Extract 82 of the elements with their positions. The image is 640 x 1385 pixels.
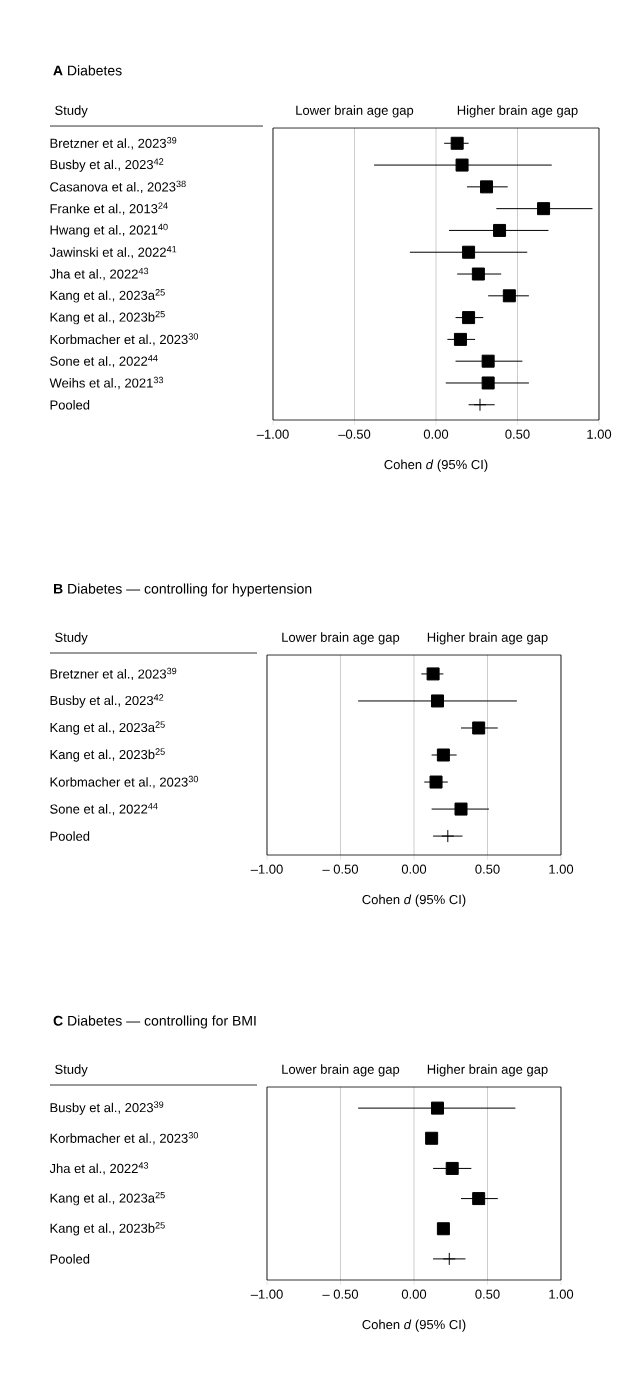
point	[481, 376, 495, 390]
point	[431, 694, 445, 708]
text: Lower brain age gap	[296, 105, 414, 118]
y-tick-label: Kang et al., 2023a$^{25}$	[50, 721, 165, 735]
point	[454, 802, 468, 816]
point	[462, 245, 476, 259]
y-tick-label: Pooled	[50, 1254, 90, 1264]
point	[442, 1252, 456, 1266]
point	[426, 667, 440, 681]
point	[472, 1192, 486, 1206]
x-tick-label: – 0.50	[322, 1289, 359, 1299]
text: Higher brain age gap	[427, 1064, 548, 1077]
point	[493, 223, 507, 237]
text: Higher brain age gap	[457, 105, 578, 118]
point	[453, 332, 467, 346]
y-tick-label: Sone et al., 2022$^{44}$	[50, 355, 158, 368]
x-tick-label: – 0.50	[322, 864, 359, 874]
y-tick-label: Kang et al., 2023b$^{25}$	[50, 748, 165, 762]
point	[537, 202, 551, 216]
text: C Diabetes — controlling for BMI	[53, 1015, 256, 1029]
text: Lower brain age gap	[282, 632, 400, 645]
x-tick-label: 1.00	[549, 864, 574, 874]
y-tick-label: Busby et al., 2023$^{42}$	[50, 158, 164, 172]
y-tick-label: Pooled	[50, 399, 90, 410]
point	[471, 267, 485, 281]
y-tick-label: Kang et al., 2023b$^{25}$	[50, 310, 165, 325]
point	[481, 354, 495, 368]
y-tick-label: Korbmacher et al., 2023$^{30}$	[50, 1132, 199, 1145]
point	[425, 1131, 439, 1145]
point	[450, 136, 464, 150]
point	[441, 829, 455, 843]
x-tick-label: 0.50	[475, 864, 500, 874]
y-tick-label: Jha et al., 2022$^{43}$	[49, 267, 149, 281]
point	[502, 289, 516, 303]
x-tick-label: 0.50	[475, 1289, 500, 1299]
x-axis-title: Cohen d (95% CI)	[384, 459, 488, 472]
y-tick-label: Kang et al., 2023a$^{25}$	[50, 289, 165, 303]
point	[429, 775, 443, 789]
point	[472, 721, 486, 735]
text: A Diabetes	[53, 65, 122, 76]
x-axis-title: Cohen d (95% CI)	[362, 1319, 466, 1332]
y-tick-label: Busby et al., 2023$^{39}$	[50, 1101, 164, 1115]
y-tick-label: Sone et al., 2022$^{44}$	[50, 802, 158, 816]
x-tick-label: –1.00	[250, 864, 283, 874]
y-tick-label: Pooled	[50, 831, 90, 841]
x-axis-title: Cohen d (95% CI)	[362, 894, 466, 907]
y-tick-label: Franke et al., 2013$^{24}$	[50, 202, 168, 215]
y-tick-label: Weihs et al., 2021$^{33}$	[49, 376, 164, 390]
x-tick-label: –0.50	[338, 429, 371, 439]
point	[431, 1101, 445, 1115]
y-tick-label: Korbmacher et al., 2023$^{30}$	[50, 775, 199, 789]
point	[473, 398, 487, 412]
point	[445, 1161, 459, 1175]
chart-title: B Diabetes — controlling for hypertension	[54, 583, 312, 597]
y-tick-label: Kang et al., 2023b$^{25}$	[50, 1222, 165, 1236]
point	[436, 1222, 450, 1236]
y-tick-label: Hwang et al., 2021$^{40}$	[50, 223, 168, 238]
y-tick-label: Jha et al., 2022$^{43}$	[49, 1162, 149, 1175]
x-tick-label: 0.50	[505, 429, 530, 439]
text: Higher brain age gap	[427, 632, 548, 645]
y-axis-title: Study	[55, 632, 88, 645]
y-axis-title: Study	[55, 105, 88, 118]
y-tick-label: Jawinski et al., 2022$^{41}$	[49, 246, 177, 259]
x-tick-label: 0.00	[401, 864, 427, 874]
y-tick-label: Casanova et al., 2023$^{38}$	[50, 180, 186, 194]
point	[462, 311, 476, 325]
y-tick-label: Kang et al., 2023a$^{25}$	[50, 1191, 165, 1206]
y-tick-label: Busby et al., 2023$^{42}$	[50, 694, 164, 708]
x-tick-label: –1.00	[256, 429, 289, 439]
x-tick-label: 0.00	[423, 429, 449, 439]
y-tick-label: Bretzner et al., 2023$^{39}$	[50, 137, 177, 150]
x-tick-label: 1.00	[549, 1289, 574, 1299]
y-tick-label: Korbmacher et al., 2023$^{30}$	[50, 333, 199, 346]
x-tick-label: 0.00	[401, 1289, 427, 1299]
y-tick-label: Bretzner et al., 2023$^{39}$	[50, 667, 177, 681]
x-tick-label: 1.00	[587, 429, 612, 439]
x-tick-label: –1.00	[250, 1289, 283, 1299]
point	[455, 158, 469, 172]
point	[436, 748, 450, 762]
point	[480, 180, 494, 194]
text: Lower brain age gap	[282, 1064, 400, 1077]
y-axis-title: Study	[55, 1064, 88, 1077]
